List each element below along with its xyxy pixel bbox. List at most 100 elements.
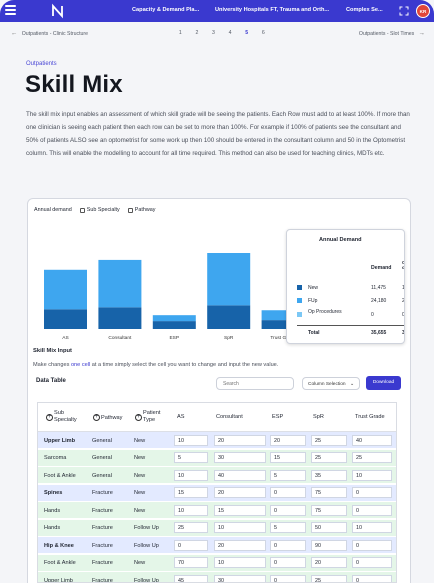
app-logo-icon[interactable]	[50, 3, 66, 19]
cell-esp-input[interactable]: 0	[270, 557, 306, 569]
download-button[interactable]: Download	[366, 376, 401, 390]
cell-sub-specialty: Spines	[44, 490, 63, 496]
cell-consultant-input[interactable]: 30	[214, 452, 266, 464]
cell-trust-grade-input[interactable]: 10	[352, 522, 392, 534]
column-selection-dropdown[interactable]: Column Selection ⌄	[302, 377, 360, 390]
bar-fup-as[interactable]	[44, 269, 87, 310]
cell-as-input[interactable]: 10	[174, 504, 208, 516]
chart-filter-bar: Annual demand Sub Specialty Pathway	[34, 207, 155, 213]
cell-consultant-input[interactable]: 10	[214, 522, 266, 534]
fullscreen-icon[interactable]	[399, 6, 409, 16]
cell-patient-type: Follow Up	[134, 577, 159, 583]
cell-as-input[interactable]: 45	[174, 574, 208, 582]
pathway-checkbox[interactable]	[127, 207, 133, 213]
header-as[interactable]: AS	[177, 414, 185, 420]
cell-esp-input[interactable]: 5	[270, 469, 306, 481]
cell-as-input[interactable]: 10	[174, 434, 208, 446]
annual-row-extra: 0	[402, 312, 405, 318]
page-2[interactable]: 2	[195, 30, 199, 36]
nav-trust-specialty[interactable]: University Hospitals FT, Trauma and Orth…	[215, 7, 330, 13]
cell-pathway: Fracture	[92, 577, 113, 583]
page-4[interactable]: 4	[228, 30, 232, 36]
cell-as-input[interactable]: 15	[174, 487, 208, 499]
cell-consultant-input[interactable]: 20	[214, 539, 266, 551]
cell-spr-input[interactable]: 25	[311, 452, 347, 464]
bar-fup-spr[interactable]	[207, 253, 251, 306]
page-3[interactable]: 3	[212, 30, 215, 36]
one-cell-link[interactable]: one cell	[70, 362, 91, 368]
bar-new-as[interactable]	[44, 309, 87, 329]
section-eyebrow[interactable]: Outpatients	[26, 61, 57, 67]
next-step-link[interactable]: Outpatients - Slot Times →	[359, 30, 425, 37]
cell-esp-input[interactable]: 0	[270, 504, 306, 516]
cell-trust-grade-input[interactable]: 0	[352, 557, 392, 569]
skill-mix-table: + Sub Specialty + Pathway + Patient Type…	[37, 402, 397, 583]
cell-spr-input[interactable]: 50	[311, 522, 347, 534]
cell-spr-input[interactable]: 35	[311, 469, 347, 481]
cell-esp-input[interactable]: 20	[270, 434, 306, 446]
header-spr[interactable]: SpR	[313, 414, 324, 420]
bar-new-esp[interactable]	[152, 321, 196, 329]
table-search-input[interactable]	[216, 377, 294, 390]
cell-esp-input[interactable]: 0	[270, 487, 306, 499]
cell-trust-grade-input[interactable]: 0	[352, 487, 392, 499]
annual-row-extra: 1	[402, 285, 405, 291]
cell-trust-grade-input[interactable]: 0	[352, 504, 392, 516]
page-6[interactable]: 6	[261, 30, 265, 36]
cell-as-input[interactable]: 10	[174, 469, 208, 481]
cell-trust-grade-input[interactable]: 25	[352, 452, 392, 464]
column-selection-label: Column Selection	[308, 381, 346, 387]
cell-consultant-input[interactable]: 40	[214, 469, 266, 481]
previous-step-link[interactable]: ← Outpatients - Clinic Structure	[11, 30, 88, 37]
cell-trust-grade-input[interactable]: 0	[352, 539, 392, 551]
cell-consultant-input[interactable]: 20	[214, 487, 266, 499]
cell-trust-grade-input[interactable]: 40	[352, 434, 392, 446]
cell-sub-specialty: Foot & Ankle	[44, 472, 76, 479]
cell-spr-input[interactable]: 75	[311, 487, 347, 499]
user-avatar[interactable]: KR	[416, 4, 430, 18]
table-row: Sarcoma General New 5 30 15 25 25	[38, 449, 396, 467]
annual-row-label: FUp	[308, 298, 318, 304]
bar-new-trust-grade[interactable]	[261, 320, 305, 329]
cell-sub-specialty: Sarcoma	[44, 455, 67, 461]
page-1[interactable]: 1	[178, 30, 182, 36]
header-trust-grade[interactable]: Trust Grade	[355, 414, 385, 420]
bar-fup-consultant[interactable]	[98, 259, 142, 308]
cell-consultant-input[interactable]: 15	[214, 504, 266, 516]
cell-spr-input[interactable]: 75	[311, 504, 347, 516]
cell-consultant-input[interactable]: 20	[214, 434, 266, 446]
sub-specialty-header-label: Sub Specialty	[54, 410, 77, 423]
cell-consultant-input[interactable]: 10	[214, 557, 266, 569]
cell-esp-input[interactable]: 15	[270, 452, 306, 464]
cell-as-input[interactable]: 25	[174, 522, 208, 534]
sub-specialty-checkbox[interactable]	[79, 207, 85, 213]
page-5-current[interactable]: 5	[245, 30, 249, 36]
bar-fup-esp[interactable]	[152, 315, 196, 322]
cell-trust-grade-input[interactable]: 10	[352, 469, 392, 481]
cell-as-input[interactable]: 0	[174, 539, 208, 551]
add-group-icon[interactable]: +	[93, 414, 100, 421]
header-consultant[interactable]: Consultant	[216, 414, 243, 420]
nav-capacity-demand[interactable]: Capacity & Demand Pla...	[132, 7, 200, 13]
cell-as-input[interactable]: 70	[174, 557, 208, 569]
add-group-icon[interactable]: +	[46, 413, 53, 421]
cell-esp-input[interactable]: 5	[270, 522, 306, 534]
bar-fup-trust-grade[interactable]	[261, 310, 305, 321]
cell-spr-input[interactable]: 25	[311, 434, 347, 446]
hamburger-menu-icon[interactable]	[5, 5, 16, 16]
cell-consultant-input[interactable]: 30	[214, 574, 266, 582]
cell-esp-input[interactable]: 0	[270, 539, 306, 551]
nav-complex-service[interactable]: Complex Se...	[346, 7, 383, 13]
bar-new-spr[interactable]	[207, 305, 251, 329]
table-row: Foot & Ankle Fracture New 70 10 0 20 0	[38, 554, 396, 572]
table-row: Hip & Knee Fracture Follow Up 0 20 0 90 0	[38, 537, 396, 555]
header-esp[interactable]: ESP	[272, 414, 284, 420]
cell-spr-input[interactable]: 25	[311, 574, 347, 582]
cell-esp-input[interactable]: 0	[270, 574, 306, 582]
bar-new-consultant[interactable]	[98, 307, 142, 329]
cell-trust-grade-input[interactable]: 0	[352, 574, 392, 582]
cell-spr-input[interactable]: 20	[311, 557, 347, 569]
add-group-icon[interactable]: +	[135, 413, 142, 421]
cell-spr-input[interactable]: 90	[311, 539, 347, 551]
cell-as-input[interactable]: 5	[174, 452, 208, 464]
